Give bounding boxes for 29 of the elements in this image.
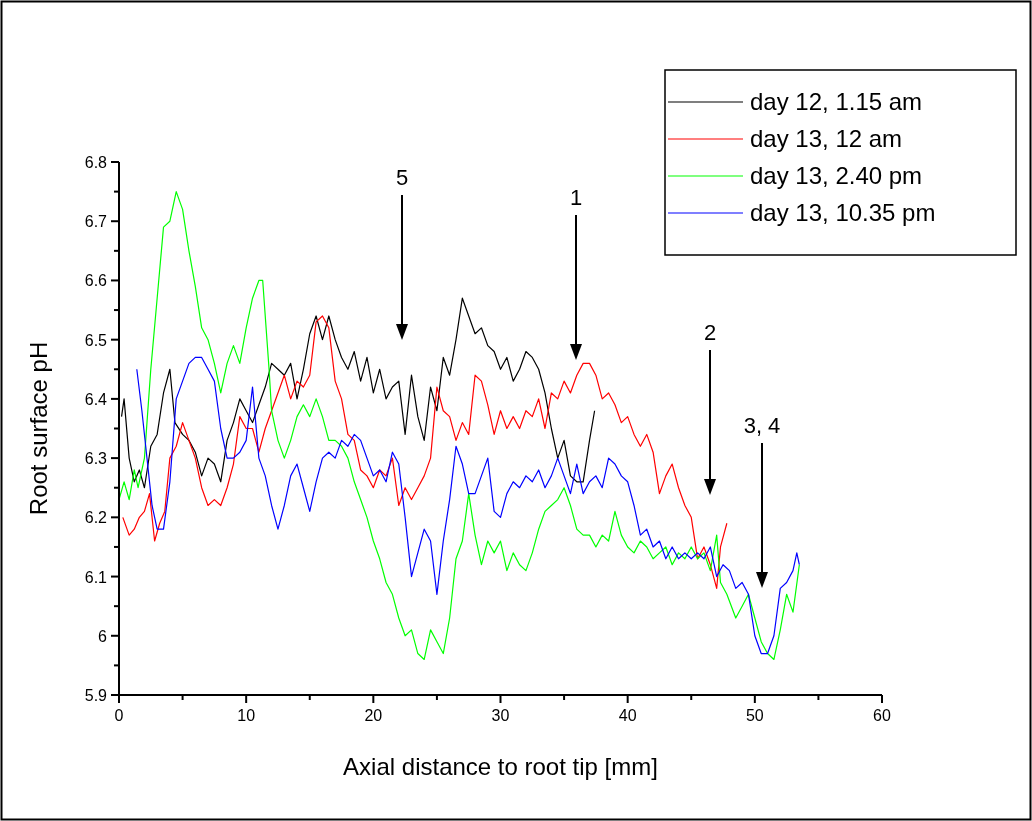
legend-label: day 13, 12 am [750,125,903,152]
x-tick-label: 20 [364,707,383,724]
x-tick-label: 30 [491,707,510,724]
x-tick-label: 40 [618,707,637,724]
y-tick-label: 6 [98,627,108,645]
y-tick-label: 6.7 [84,213,108,231]
annotation: 2 [703,320,717,345]
annotation: 3, 4 [743,413,781,438]
x-tick-label: 50 [745,707,764,724]
y-tick-label: 6.5 [84,331,108,349]
y-tick-label: 6.8 [84,154,108,171]
y-tick-label: 6.4 [84,390,108,408]
line-series [122,315,728,589]
x-axis-title: Axial distance to root tip [mm] [343,753,658,780]
line-series [136,356,800,655]
y-tick-label: 6.3 [84,450,108,468]
y-tick-label: 5.9 [84,687,108,704]
annotation: 5 [395,165,409,190]
annotation: 1 [569,185,583,210]
y-axis-title: Root surface pH [25,341,52,516]
y-tick-label: 6.1 [84,568,108,586]
x-tick-label: 0 [114,707,124,724]
legend-label: day 12, 1.15 am [750,88,923,115]
legend-label: day 13, 10.35 pm [750,199,936,226]
x-tick-label: 10 [237,707,256,724]
legend-label: day 13, 2.40 pm [750,162,923,189]
y-tick-label: 6.6 [84,272,108,290]
x-tick-label: 60 [873,707,891,724]
y-tick-label: 6.2 [84,509,108,527]
